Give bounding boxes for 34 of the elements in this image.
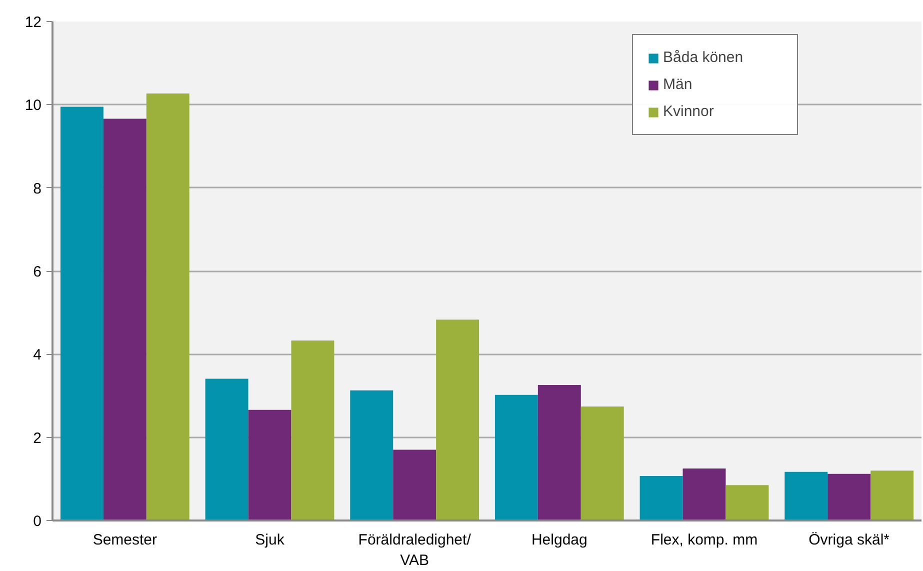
legend-label: Kvinnor	[663, 103, 715, 120]
bar	[103, 118, 146, 520]
bar	[640, 476, 683, 520]
bar	[436, 320, 480, 520]
y-tick-label: 6	[33, 264, 42, 280]
x-tick-label: Övriga skäl*	[808, 532, 890, 548]
x-tick-label: Flex, komp. mm	[650, 532, 758, 548]
bar	[350, 390, 394, 520]
bar	[828, 474, 871, 520]
bar	[60, 106, 104, 520]
bar	[682, 468, 726, 520]
bar	[870, 470, 914, 520]
bar	[146, 93, 190, 520]
x-tick-label: Semester	[92, 532, 158, 548]
y-tick-label: 12	[24, 14, 42, 31]
x-tick-label: Sjuk	[255, 532, 285, 548]
bar	[784, 472, 828, 520]
bar	[494, 394, 538, 520]
bar	[580, 406, 624, 520]
y-tick-label: 10	[24, 97, 42, 114]
bar	[291, 340, 334, 520]
y-tick-label: 0	[33, 513, 42, 530]
y-tick-label: 4	[33, 346, 42, 364]
x-tick-label: Föräldraledighet/ VAB	[358, 532, 472, 569]
legend-label: Båda könen	[663, 49, 744, 66]
legend-label: Män	[663, 76, 694, 93]
bar	[726, 485, 769, 520]
y-tick-label: 2	[33, 430, 42, 447]
bar	[205, 378, 248, 520]
y-tick-label: 8	[33, 180, 42, 198]
bar	[248, 410, 292, 520]
bar	[393, 450, 436, 520]
x-tick-label: Helgdag	[531, 532, 588, 548]
bar	[538, 384, 581, 520]
